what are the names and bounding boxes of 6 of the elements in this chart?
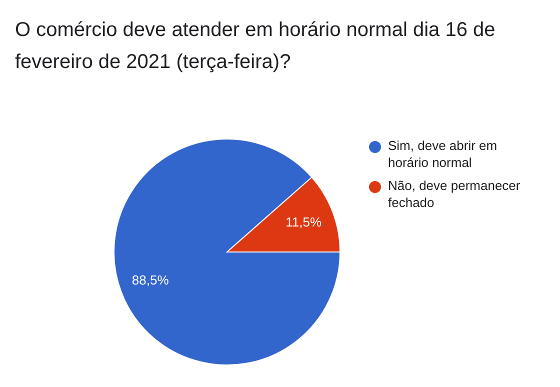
pie-slice xyxy=(114,138,340,366)
chart-title: O comércio deve atender em horário normal dia 16 de fevereiro de 2021 (terça-feira)? xyxy=(15,19,496,73)
legend-label: Não, deve permanecer fechado xyxy=(388,178,521,210)
data-label: 11,5% xyxy=(286,214,322,230)
legend-label: Sim, deve abrir em horário normal xyxy=(388,138,498,170)
data-label: 88,5% xyxy=(132,272,170,288)
